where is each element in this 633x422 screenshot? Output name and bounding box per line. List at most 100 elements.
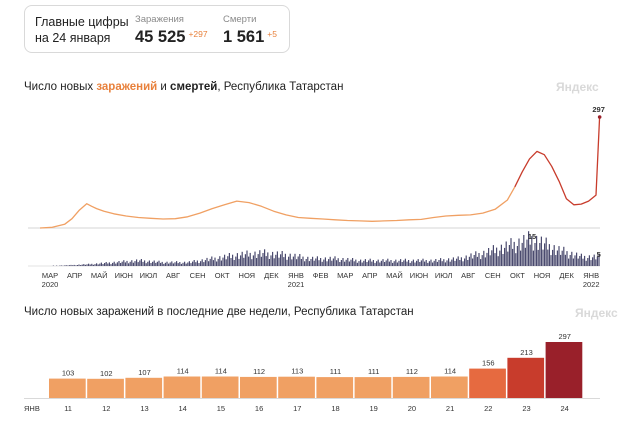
deaths-bar [113, 261, 115, 266]
summary-card: Главные цифры на 24 января Заражения 45 … [24, 5, 290, 53]
bar [316, 377, 354, 398]
deaths-bar [460, 257, 462, 266]
deaths-bar [96, 263, 98, 266]
deaths-bar [187, 262, 189, 266]
deaths-bar [97, 264, 99, 266]
deaths-bar [124, 262, 126, 266]
deaths-bar [84, 264, 86, 266]
deaths-bar [89, 264, 91, 266]
deaths-bar [209, 258, 211, 266]
deaths-bar [473, 255, 475, 266]
deaths-bar [374, 262, 376, 266]
deaths-bar [286, 259, 288, 266]
deaths-bar [195, 262, 197, 266]
deaths-bar [436, 261, 438, 266]
deaths-bar [334, 256, 336, 266]
deaths-bar [475, 251, 477, 266]
deaths-bar [163, 263, 165, 266]
x-tick-label: ОКТ [510, 271, 525, 280]
deaths-bar [379, 262, 381, 266]
deaths-bar [337, 258, 339, 266]
deaths-bar [339, 262, 341, 266]
deaths-bar [560, 254, 562, 266]
deaths-bar [348, 261, 350, 266]
deaths-bar [427, 262, 429, 266]
deaths-bar [432, 262, 434, 266]
deaths-bar [126, 260, 128, 266]
deaths-bar [76, 265, 78, 266]
deaths-bar [531, 236, 533, 266]
summary-heading: Главные цифры на 24 января [35, 14, 129, 46]
deaths-bar [291, 259, 293, 266]
deaths-bar [438, 260, 440, 266]
x-tick-label: ДЕК [559, 271, 574, 280]
deaths-label: Смерти [223, 14, 257, 25]
deaths-bar [137, 262, 139, 266]
deaths-bar [496, 247, 498, 266]
bar-category-label: 16 [255, 404, 263, 413]
deaths-bar [91, 263, 93, 266]
x-tick-label: НОЯ [534, 271, 551, 280]
deaths-bar [332, 258, 334, 266]
deaths-bar [590, 260, 592, 266]
deaths-bar [441, 261, 443, 266]
bar-category-label: 22 [484, 404, 492, 413]
deaths-bar [545, 237, 547, 266]
deaths-bar [64, 265, 66, 266]
deaths-bar [579, 256, 581, 266]
deaths-bar [252, 255, 254, 266]
infections-value: 45 525 [135, 28, 186, 46]
deaths-bar [412, 259, 414, 266]
deaths-bar [536, 235, 538, 266]
deaths-bar [387, 258, 389, 266]
bar-value-label: 113 [291, 367, 303, 376]
deaths-bar [161, 261, 163, 266]
bar [545, 342, 583, 398]
deaths-bar [584, 255, 586, 266]
deaths-bar [204, 260, 206, 266]
deaths-bar [368, 260, 370, 266]
deaths-bar [390, 260, 392, 266]
deaths-bar [243, 257, 245, 266]
deaths-bar [267, 252, 269, 266]
deaths-bar [472, 258, 474, 266]
deaths-bar [424, 261, 426, 266]
deaths-bar [294, 253, 296, 266]
deaths-bar [505, 241, 507, 266]
deaths-bar [270, 255, 272, 266]
bar [354, 377, 392, 398]
bar-value-label: 102 [100, 369, 113, 378]
deaths-bar [115, 263, 117, 266]
deaths-bar [568, 258, 570, 266]
bar-value-label: 112 [253, 367, 265, 376]
deaths-bar [222, 257, 224, 266]
x-tick-label: ОКТ [215, 271, 230, 280]
deaths-bar [556, 250, 558, 266]
deaths-bar [177, 263, 179, 266]
deaths-bar [265, 256, 267, 266]
deaths-bar [342, 258, 344, 266]
summary-heading-line1: Главные цифры [35, 15, 129, 29]
deaths-bar [416, 260, 418, 266]
deaths-bar [392, 262, 394, 266]
deaths-bar [353, 261, 355, 266]
deaths-bar [131, 260, 133, 266]
infections-line [39, 186, 516, 229]
deaths-bar [182, 262, 184, 266]
deaths-bar [227, 256, 229, 266]
deaths-bar [484, 257, 486, 266]
deaths-bar [156, 261, 158, 266]
deaths-bar [249, 252, 251, 266]
deaths-bar [521, 242, 523, 266]
deaths-bar [435, 259, 437, 266]
deaths-bar [580, 253, 582, 266]
deaths-bar [478, 253, 480, 266]
bar-value-label: 114 [215, 367, 227, 376]
deaths-bar [491, 250, 493, 266]
deaths-bar [366, 262, 368, 266]
deaths-bar [201, 259, 203, 266]
deaths-bar [361, 262, 363, 266]
deaths-bar [507, 251, 509, 266]
deaths-bar [318, 260, 320, 266]
